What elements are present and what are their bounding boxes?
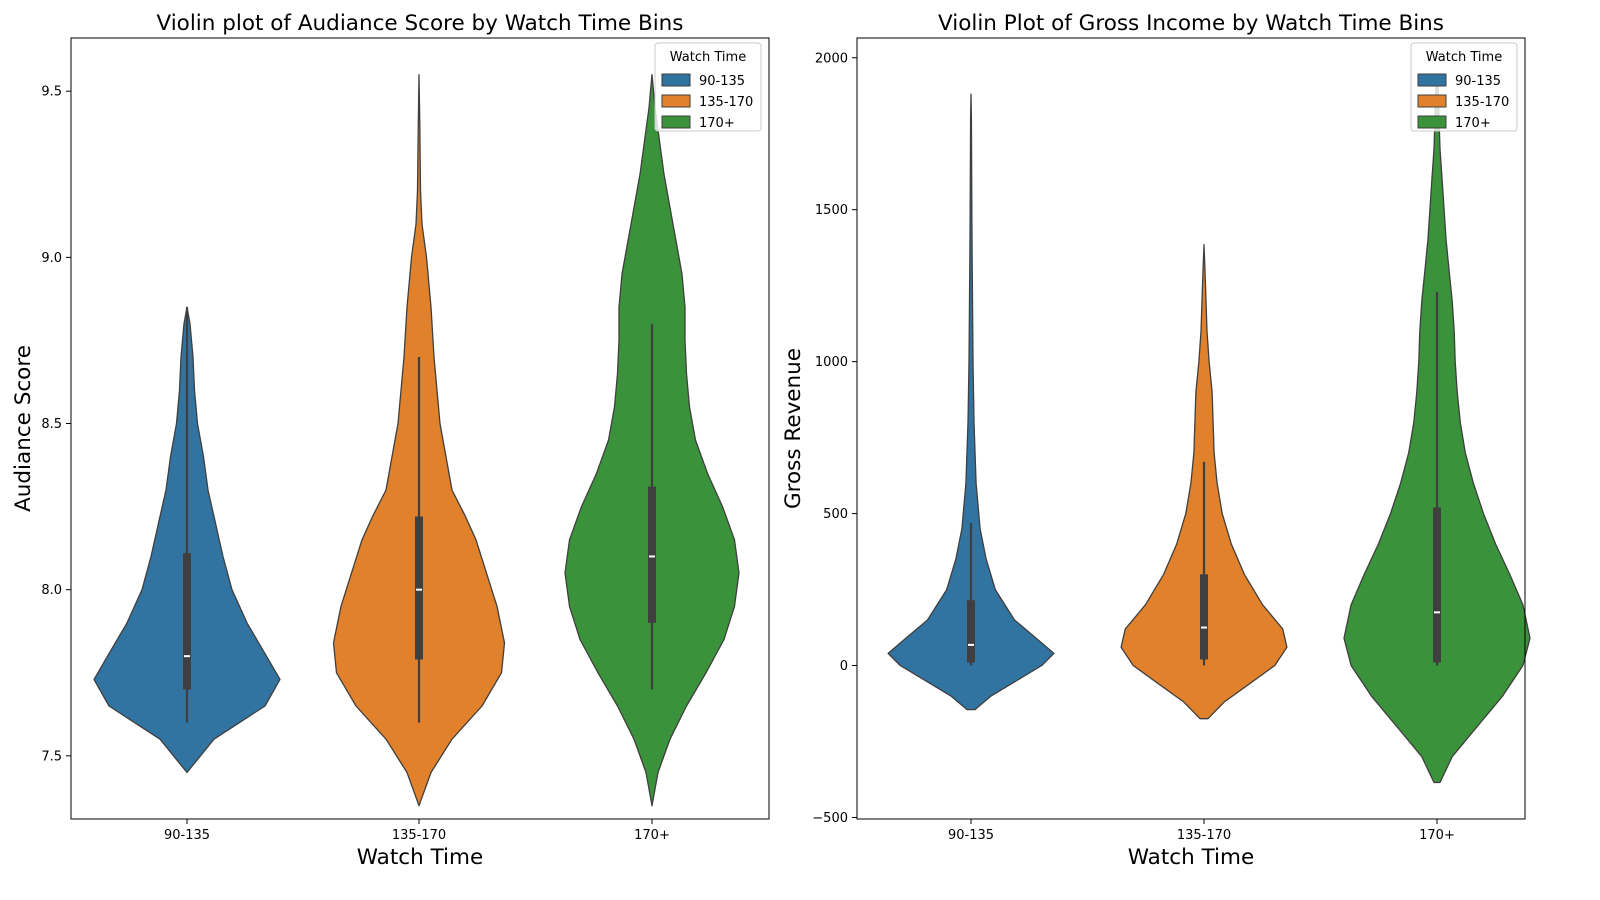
legend-label: 90-135 bbox=[699, 74, 745, 89]
y-tick-label: 8.0 bbox=[41, 583, 62, 598]
legend-swatch bbox=[1417, 73, 1447, 87]
legend-box bbox=[654, 42, 762, 132]
violin-135-170 bbox=[332, 73, 506, 807]
legend-label: 135-170 bbox=[1455, 95, 1509, 110]
chart-2: −500 0 500 1000 1500 2000 90-135 135-170 170+ Vio… bbox=[781, 11, 1531, 870]
y-tick-label: 500 bbox=[823, 507, 848, 522]
legend-title: Watch Time bbox=[1426, 50, 1502, 65]
y-axis-label: Gross Revenue bbox=[781, 348, 806, 509]
legend-label: 170+ bbox=[699, 116, 735, 131]
axes-frame bbox=[70, 37, 770, 820]
x-tick-label: 90-135 bbox=[164, 828, 210, 843]
y-tick-label: 8.5 bbox=[41, 417, 62, 432]
y-axis-label: Audiance Score bbox=[11, 345, 36, 512]
violin-90-135 bbox=[93, 306, 281, 774]
legend: Watch Time 90-135 135-170 170+ bbox=[654, 42, 762, 132]
legend-label: 170+ bbox=[1455, 116, 1491, 131]
violin-135-170 bbox=[1120, 243, 1288, 720]
y-tick-label: 2000 bbox=[815, 51, 848, 66]
violin-iqr-box bbox=[967, 600, 975, 663]
legend-swatch bbox=[661, 94, 691, 108]
x-tick-label: 170+ bbox=[634, 828, 670, 843]
y-tick-label: 1500 bbox=[815, 203, 848, 218]
legend-title: Watch Time bbox=[670, 50, 746, 65]
x-tick-label: 135-170 bbox=[392, 828, 446, 843]
x-tick-label: 170+ bbox=[1419, 828, 1455, 843]
y-tick-label: 7.5 bbox=[41, 749, 62, 764]
x-tick-label: 90-135 bbox=[948, 828, 994, 843]
x-axis-label: Watch Time bbox=[1128, 845, 1254, 870]
violin-90-135 bbox=[887, 93, 1055, 711]
legend: Watch Time 90-135 135-170 170+ bbox=[1410, 42, 1518, 132]
legend-label: 135-170 bbox=[699, 95, 753, 110]
y-tick-label: 0 bbox=[840, 659, 848, 674]
y-tick-label: 9.5 bbox=[41, 85, 62, 100]
violin-170+ bbox=[564, 73, 740, 807]
axes-frame bbox=[856, 37, 1526, 820]
chart-title: Violin plot of Audiance Score by Watch T… bbox=[156, 11, 683, 36]
legend-swatch bbox=[661, 73, 691, 87]
y-tick-label: 9.0 bbox=[41, 251, 62, 266]
violin-iqr-box bbox=[1200, 574, 1208, 660]
violin-iqr-box bbox=[648, 486, 656, 623]
violin-iqr-box bbox=[1433, 507, 1441, 663]
legend-swatch bbox=[1417, 94, 1447, 108]
legend-box bbox=[1410, 42, 1518, 132]
y-tick-label: −500 bbox=[812, 811, 848, 826]
chart-1: 7.5 8.0 8.5 9.0 9.5 90-135 135-170 170+ Violin p… bbox=[11, 11, 770, 870]
legend-swatch bbox=[1417, 115, 1447, 129]
violin-170+ bbox=[1343, 75, 1531, 784]
legend-swatch bbox=[661, 115, 691, 129]
violin-iqr-box bbox=[415, 516, 423, 660]
x-tick-label: 135-170 bbox=[1177, 828, 1231, 843]
legend-label: 90-135 bbox=[1455, 74, 1501, 89]
violin-body bbox=[887, 93, 1055, 711]
chart-title: Violin Plot of Gross Income by Watch Tim… bbox=[938, 11, 1444, 36]
violin-iqr-box bbox=[183, 553, 191, 690]
x-axis-label: Watch Time bbox=[357, 845, 483, 870]
y-tick-label: 1000 bbox=[815, 355, 848, 370]
